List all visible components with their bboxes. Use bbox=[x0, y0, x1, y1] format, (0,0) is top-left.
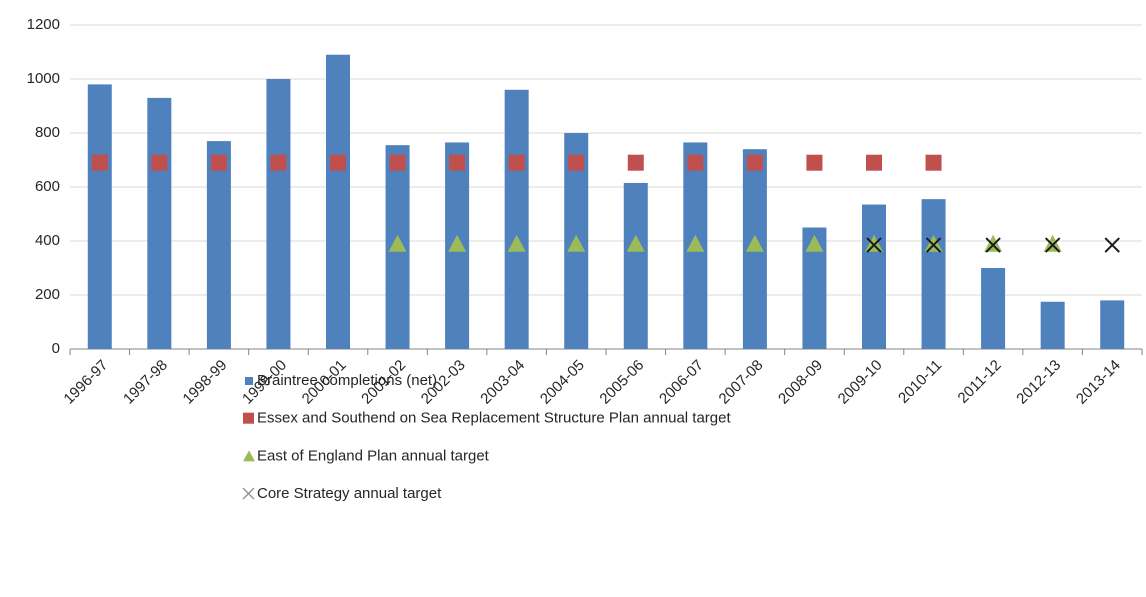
square-marker bbox=[210, 154, 227, 171]
x-marker bbox=[1104, 237, 1120, 253]
square-marker bbox=[389, 154, 406, 171]
legend-label: Core Strategy annual target bbox=[257, 485, 442, 502]
bar bbox=[921, 199, 946, 349]
triangle-marker bbox=[745, 234, 764, 252]
triangle-marker bbox=[865, 234, 883, 252]
y-tick-label: 1200 bbox=[27, 16, 60, 33]
x-tick-label: 1997-98 bbox=[120, 357, 171, 408]
square-marker bbox=[806, 154, 823, 171]
square-marker bbox=[151, 154, 168, 171]
bar bbox=[504, 89, 529, 350]
bar bbox=[862, 204, 886, 349]
bar bbox=[87, 84, 112, 350]
x-tick-label: 2011-12 bbox=[955, 357, 1005, 407]
square-marker bbox=[270, 154, 287, 171]
x-marker bbox=[925, 237, 942, 253]
triangle-marker bbox=[388, 234, 407, 252]
bar bbox=[1040, 301, 1065, 349]
triangle-marker bbox=[626, 234, 645, 252]
x-tick-label: 2013-14 bbox=[1073, 357, 1124, 408]
x-tick-label: 2007-08 bbox=[716, 357, 767, 408]
triangle-marker bbox=[924, 234, 943, 252]
y-tick-label: 400 bbox=[35, 232, 60, 249]
x-tick-label: 2004-05 bbox=[537, 357, 588, 408]
triangle-marker bbox=[984, 234, 1003, 252]
legend-marker bbox=[243, 450, 255, 462]
y-tick-label: 600 bbox=[35, 178, 60, 195]
y-tick-label: 0 bbox=[52, 340, 60, 357]
triangle-marker bbox=[1043, 234, 1062, 252]
triangle-marker bbox=[567, 234, 586, 252]
square-marker bbox=[91, 154, 108, 171]
y-tick-label: 800 bbox=[35, 124, 60, 141]
x-tick-label: 1998-99 bbox=[180, 357, 231, 408]
legend-label: Essex and Southend on Sea Replacement St… bbox=[257, 410, 731, 427]
triangle-marker bbox=[805, 234, 824, 252]
x-tick-label: 2008-09 bbox=[775, 357, 826, 408]
square-marker bbox=[746, 154, 763, 171]
square-marker bbox=[568, 154, 585, 171]
x-tick-label: 1996-97 bbox=[60, 357, 111, 408]
y-tick-label: 200 bbox=[35, 286, 60, 303]
legend-marker bbox=[242, 487, 255, 500]
triangle-marker bbox=[686, 234, 705, 252]
x-marker bbox=[1044, 237, 1061, 253]
bar bbox=[326, 54, 350, 349]
legend-label: Braintree completions (net) bbox=[257, 372, 437, 389]
bar bbox=[266, 79, 291, 349]
square-marker bbox=[687, 154, 704, 171]
x-tick-label: 2006-07 bbox=[656, 357, 707, 408]
bar bbox=[147, 97, 172, 350]
legend-marker bbox=[245, 377, 253, 385]
bar bbox=[206, 141, 231, 349]
bar bbox=[1100, 300, 1125, 349]
triangle-marker bbox=[448, 234, 467, 252]
bar bbox=[981, 268, 1006, 349]
x-tick-label: 2009-10 bbox=[835, 357, 886, 408]
x-marker bbox=[985, 237, 1001, 253]
square-marker bbox=[449, 154, 466, 171]
square-marker bbox=[330, 154, 346, 171]
x-marker bbox=[866, 237, 882, 253]
bar bbox=[623, 182, 648, 349]
triangle-marker bbox=[507, 234, 526, 252]
x-tick-label: 2010-11 bbox=[895, 357, 945, 407]
x-tick-label: 2012-13 bbox=[1013, 357, 1064, 408]
y-tick-label: 1000 bbox=[27, 70, 60, 87]
x-tick-label: 2003-04 bbox=[477, 357, 528, 408]
square-marker bbox=[508, 154, 525, 171]
x-tick-label: 2005-06 bbox=[596, 357, 647, 408]
square-marker bbox=[866, 154, 882, 171]
legend-label: East of England Plan annual target bbox=[257, 447, 490, 464]
square-marker bbox=[925, 154, 942, 171]
square-marker bbox=[627, 154, 644, 171]
legend-marker bbox=[243, 412, 254, 424]
